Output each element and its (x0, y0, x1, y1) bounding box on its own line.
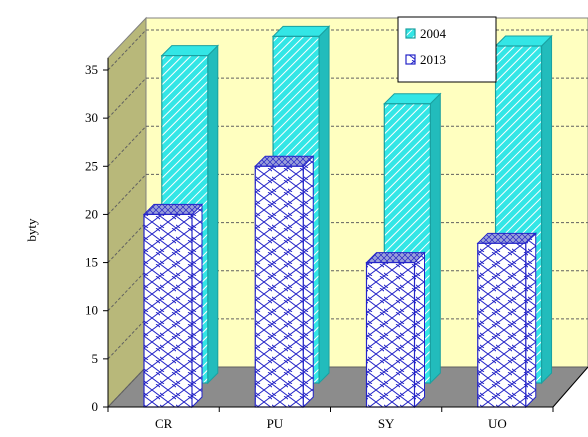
bars (142, 25, 553, 409)
bar-2013-CR-top (142, 203, 204, 215)
y-tick-label: 25 (85, 158, 98, 173)
bar-2013-SY-top (365, 252, 426, 264)
bar-2013-UO-top (476, 232, 537, 244)
x-tick-label: SY (378, 416, 395, 431)
gridline (107, 270, 147, 312)
bar-2004-PU-top (271, 25, 331, 37)
y-tick-label: 5 (92, 351, 99, 366)
floor-edge (552, 366, 588, 408)
y-tick-label: 0 (92, 399, 99, 414)
bar-2013-SY (365, 251, 426, 409)
x-tick-label: UO (488, 416, 507, 431)
x-tick-label: CR (155, 416, 173, 431)
bar-2013-PU-top (254, 155, 315, 167)
bar-2013-UO-front (477, 242, 527, 408)
bar-2013-UO-side (525, 232, 537, 409)
y-axis: 0 5 10 15 20 25 30 35 (85, 58, 109, 414)
bar-2004-CR-top (160, 45, 220, 57)
bar-2013-CR-front (143, 213, 193, 408)
bar-2013-PU-front (254, 165, 304, 408)
legend: 2004 2013 (397, 16, 497, 83)
y-axis-title: byty (24, 218, 39, 242)
legend-label-2004: 2004 (420, 26, 447, 41)
bar-2004-CR-side (207, 44, 219, 385)
y-tick-label: 20 (85, 206, 98, 221)
gridline (107, 125, 147, 167)
bar-2013-SY-front (365, 261, 416, 408)
side-wall (107, 16, 147, 409)
bar-2004-PU-side (318, 25, 330, 385)
legend-label-2013: 2013 (420, 52, 446, 67)
x-axis: CR PU SY UO (107, 366, 588, 431)
gridline (107, 174, 147, 215)
bar-2004-UO-top (494, 35, 553, 47)
bar-2013-UO (476, 232, 537, 409)
legend-box (397, 16, 497, 83)
gridline (107, 318, 147, 360)
legend-swatch-2013 (405, 54, 416, 65)
gridline (107, 29, 147, 71)
bar-2004-SY-side (429, 92, 441, 385)
bar-2013-PU (254, 155, 315, 409)
bar-2013-CR (142, 203, 204, 409)
bar-2013-PU-side (302, 155, 314, 409)
gridline (107, 366, 147, 408)
y-tick-label: 10 (85, 303, 98, 318)
x-tick-label: PU (267, 416, 284, 431)
y-tick-label: 30 (85, 110, 98, 125)
bar-2004-SY-top (383, 93, 442, 105)
y-tick-label: 35 (85, 62, 98, 77)
y-tick-label: 15 (85, 255, 98, 270)
gridline (107, 77, 147, 119)
legend-swatch-2004 (405, 28, 416, 39)
bar-2013-SY-side (414, 251, 425, 409)
bar-2013-CR-side (191, 203, 203, 409)
gridline (107, 222, 147, 263)
bar-2004-UO-side (541, 34, 553, 385)
